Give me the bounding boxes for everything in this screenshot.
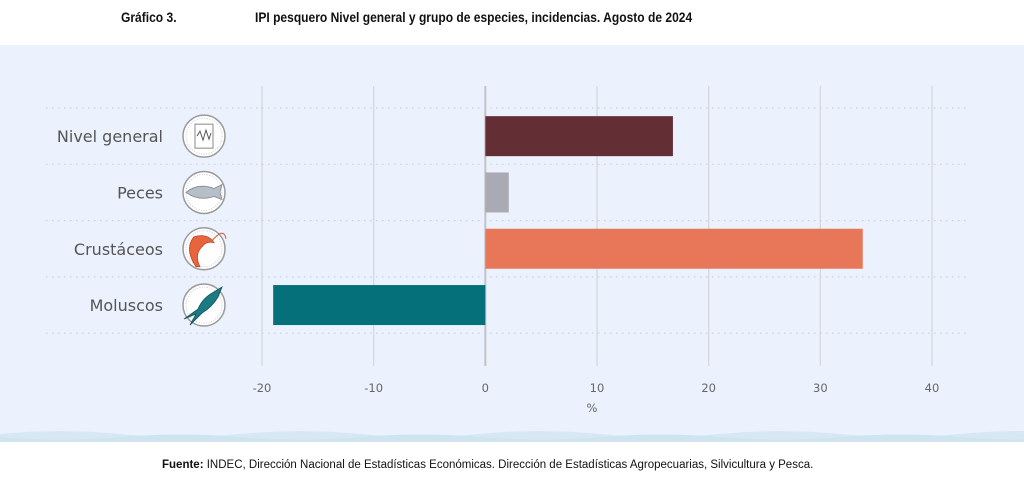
chart-title: IPI pesquero Nivel general y grupo de es… xyxy=(255,9,693,25)
bar-nivel-general xyxy=(485,116,673,157)
category-icons xyxy=(182,114,227,327)
source-note: Fuente: INDEC, Dirección Nacional de Est… xyxy=(162,459,813,471)
squid-icon xyxy=(182,283,226,327)
bar-crust-ceos xyxy=(485,228,863,269)
fish-icon xyxy=(182,170,226,215)
category-label: Moluscos xyxy=(90,296,163,315)
bar-peces xyxy=(485,172,509,213)
bar-moluscos xyxy=(273,285,486,326)
category-label: Crustáceos xyxy=(74,240,163,259)
category-label: Peces xyxy=(117,183,163,202)
chart-header: Gráfico 3. IPI pesquero Nivel general y … xyxy=(0,9,1024,29)
x-axis-label: % xyxy=(587,401,598,415)
x-tick-label: 30 xyxy=(813,381,828,395)
source-text: INDEC, Dirección Nacional de Estadística… xyxy=(203,459,814,471)
x-tick-label: -20 xyxy=(253,381,272,395)
x-tick-label: 10 xyxy=(590,381,605,395)
x-tick-label: -10 xyxy=(364,381,383,395)
x-tick-label: 40 xyxy=(925,381,940,395)
chart-paper-icon xyxy=(182,114,226,158)
wave-decoration xyxy=(0,431,1024,442)
category-label: Nivel general xyxy=(57,127,163,146)
source-label: Fuente: xyxy=(162,459,204,471)
x-tick-labels: -20 -10 0 10 20 30 40 xyxy=(253,381,940,395)
gridlines xyxy=(261,86,933,366)
figure-number: Gráfico 3. xyxy=(121,9,177,25)
shrimp-icon xyxy=(182,227,227,271)
bars xyxy=(273,116,863,326)
category-labels: Nivel general Peces Crustáceos Moluscos xyxy=(57,127,163,315)
x-tick-label: 20 xyxy=(701,381,716,395)
x-tick-label: 0 xyxy=(482,381,489,395)
